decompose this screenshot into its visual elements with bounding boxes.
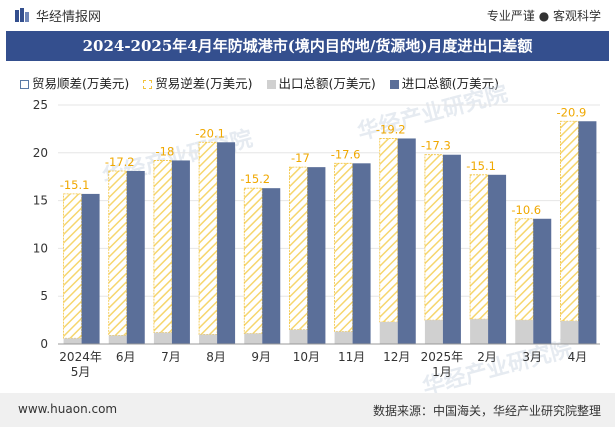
legend-label-import: 进口总额(万美元) [401,76,500,91]
brand-tagline: 专业严谨 ● 客观科学 [486,9,601,23]
export-bar [289,329,308,344]
deficit-bar [469,174,489,320]
y-tick-label: 25 [33,98,48,112]
x-tick-label: 12月 [383,350,410,364]
import-bar [488,174,507,344]
import-bar [307,167,326,344]
deficit-value-label: -17.3 [421,139,451,153]
x-tick-label: 3月 [522,350,542,364]
legend-swatch-deficit [143,80,153,89]
x-tick-label: 2月 [477,350,497,364]
chart-svg: -15.1 -17.2 -18 -20.1 -15.2 -17 -17.6 -19.2 -17.… [33,98,600,379]
export-bar [108,335,127,344]
brand-logo-icon [15,8,29,22]
import-bar [397,138,416,344]
deficit-bar [560,120,579,322]
export-bar [153,332,172,344]
import-bar [217,142,236,344]
y-tick-label: 20 [33,146,48,160]
import-bar [262,188,281,344]
import-bar [442,154,461,344]
export-bar [334,331,353,344]
footer-source: 数据来源：中国海关，华经产业研究院整理 [372,404,601,418]
deficit-bar [289,166,308,331]
deficit-bar [198,141,218,335]
x-tick-label: 9月 [251,350,271,364]
x-tick-label: 2024年 5月 [59,350,102,379]
import-bar [533,218,552,344]
legend-label-deficit: 贸易逆差(万美元) [155,76,253,91]
export-bar [560,321,579,344]
import-bar [126,170,145,344]
import-bar [171,160,190,344]
legend-swatch-export [266,80,276,89]
y-tick-label: 5 [40,289,48,303]
deficit-value-label: -17.2 [105,155,135,169]
deficit-bar [153,160,173,333]
footer-site: www.huaon.com [18,402,118,416]
export-bar [515,320,534,344]
deficit-bar [243,187,263,334]
deficit-bar [379,138,399,323]
brand-name: 华经情报网 [36,10,102,25]
chart-title: 2024-2025年4月年防城港市(境内目的地/货源地)月度进出口差额 [82,37,533,55]
deficit-value-label: -10.6 [511,203,541,217]
export-bar [424,320,443,344]
deficit-value-label: -15.1 [60,178,90,192]
deficit-bar [424,154,444,321]
y-tick-label: 15 [33,194,48,208]
x-tick-label: 7月 [161,350,181,364]
deficit-value-label: -15.2 [240,172,270,186]
import-bar [578,121,597,344]
title-bar: 2024-2025年4月年防城港市(境内目的地/货源地)月度进出口差额 [6,31,609,61]
legend-label-export: 出口总额(万美元) [278,76,376,91]
legend-swatch-surplus [20,80,29,89]
x-tick-label: 6月 [116,350,136,364]
chart-legend: 贸易顺差(万美元) 贸易逆差(万美元) 出口总额(万美元) 进口总额(万美元) [20,73,509,92]
x-tick-label: 11月 [338,350,365,364]
x-tick-label: 10月 [293,350,320,364]
legend-label-surplus: 贸易顺差(万美元) [32,76,130,91]
export-bar [470,319,489,344]
export-bar [379,322,398,344]
y-tick-label: 0 [40,337,48,351]
legend-swatch-import [389,80,399,89]
legend-item-export: 出口总额(万美元) [266,73,376,92]
legend-item-surplus: 贸易顺差(万美元) [20,73,129,92]
deficit-value-label: -20.1 [195,126,225,140]
footer: www.huaon.com 数据来源：中国海关，华经产业研究院整理 [0,393,615,427]
deficit-value-label: -18 [156,144,175,158]
import-bar [352,163,371,344]
x-tick-label: 8月 [206,350,226,364]
deficit-value-label: -19.2 [376,122,406,136]
deficit-bar [514,218,534,321]
deficit-value-label: -17.6 [331,147,361,161]
x-tick-label: 2025年 1月 [421,350,464,379]
deficit-bar [108,170,128,336]
deficit-bar [334,162,353,332]
x-tick-label: 4月 [568,350,588,364]
deficit-value-label: -15.1 [466,159,496,173]
legend-item-deficit: 贸易逆差(万美元) [143,73,253,92]
export-bar [244,333,263,344]
deficit-value-label: -17 [291,151,310,165]
export-bar [199,334,218,344]
top-bar: 华经情报网 专业严谨 ● 客观科学 [0,0,615,30]
deficit-bar [63,193,82,339]
y-tick-label: 10 [33,241,48,255]
deficit-value-label: -20.9 [557,105,587,119]
legend-item-import: 进口总额(万美元) [389,73,500,92]
import-bar [81,193,100,344]
export-bar [63,338,82,344]
